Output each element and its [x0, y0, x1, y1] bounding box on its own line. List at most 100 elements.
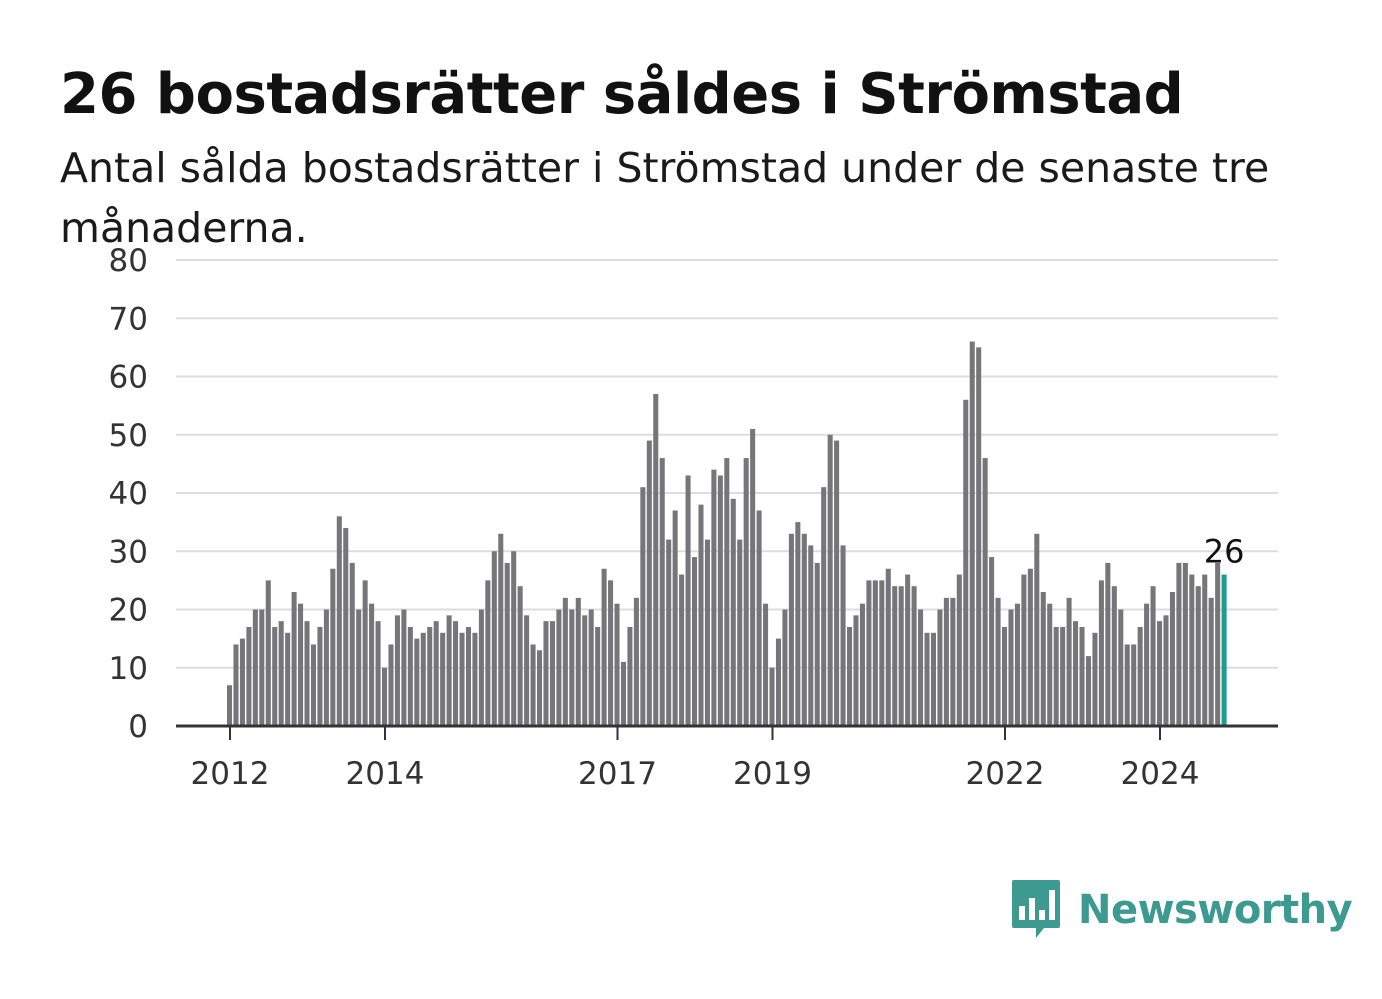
bar [459, 632, 465, 726]
bar [911, 586, 917, 726]
y-tick-label: 0 [128, 709, 148, 745]
bar [407, 626, 413, 726]
bar [330, 568, 336, 726]
x-axis-ticks: 2012 2014 2017 2019 2022 2024 [191, 726, 1200, 792]
bar [239, 638, 245, 727]
bar [414, 638, 420, 727]
bar [866, 580, 872, 727]
bar [1085, 656, 1091, 726]
y-tick-label: 40 [109, 476, 148, 512]
bar [524, 615, 530, 726]
bar [898, 586, 904, 726]
bar [995, 597, 1001, 726]
bar [801, 533, 807, 726]
x-tick-label: 2017 [578, 756, 657, 792]
bar [989, 557, 995, 726]
bar [1014, 603, 1020, 726]
bar [1195, 586, 1201, 726]
bar [969, 341, 975, 726]
bar [530, 644, 536, 726]
bar [943, 597, 949, 726]
bar [233, 644, 239, 726]
y-tick-label: 50 [109, 418, 148, 454]
bar [892, 586, 898, 726]
bar [1053, 626, 1059, 726]
bar [227, 685, 233, 726]
bar [1182, 562, 1188, 726]
bar [511, 551, 517, 726]
bar [401, 609, 407, 726]
bar [1105, 562, 1111, 726]
bar [582, 615, 588, 726]
x-tick-label: 2019 [733, 756, 812, 792]
bar [304, 621, 310, 726]
x-tick-label: 2012 [191, 756, 270, 792]
bar [1202, 574, 1208, 726]
bar [549, 621, 555, 726]
bar [259, 609, 265, 726]
bar [285, 632, 291, 726]
bar [620, 661, 626, 726]
bar [1131, 644, 1137, 726]
x-tick-label: 2022 [966, 756, 1045, 792]
bar [1047, 603, 1053, 726]
bar [646, 440, 652, 726]
bar [1040, 592, 1046, 726]
bar [478, 609, 484, 726]
bar [775, 638, 781, 727]
bar [924, 632, 930, 726]
bar [317, 626, 323, 726]
bar [976, 347, 982, 727]
newsworthy-logo: Newsworthy [1010, 878, 1353, 942]
bar [1208, 597, 1214, 726]
bar [569, 609, 575, 726]
bar [666, 539, 672, 726]
bar [743, 458, 749, 726]
bar [1215, 562, 1221, 726]
x-tick-label: 2014 [346, 756, 425, 792]
x-tick-label: 2024 [1121, 756, 1200, 792]
bar [840, 545, 846, 726]
bar [1169, 592, 1175, 726]
bar [575, 597, 581, 726]
bar [246, 626, 252, 726]
bar [1163, 615, 1169, 726]
bar [1008, 609, 1014, 726]
bar [394, 615, 400, 726]
bar [717, 475, 723, 726]
bar [382, 667, 388, 726]
bar [310, 644, 316, 726]
bar [704, 539, 710, 726]
y-tick-label: 80 [109, 243, 148, 279]
bar [737, 539, 743, 726]
bar [659, 458, 665, 726]
bar [1124, 644, 1130, 726]
bar [982, 458, 988, 726]
bar [879, 580, 885, 727]
bar [1073, 621, 1079, 726]
y-tick-label: 30 [109, 534, 148, 570]
y-tick-label: 10 [109, 651, 148, 687]
bar [1098, 580, 1104, 727]
bar [1066, 597, 1072, 726]
bar [562, 597, 568, 726]
bar-series: 26 [227, 341, 1244, 727]
bar [272, 626, 278, 726]
chart-title: 26 bostadsrätter såldes i Strömstad [60, 62, 1184, 127]
bar [756, 510, 762, 726]
bar [730, 498, 736, 726]
bar [588, 609, 594, 726]
bar [472, 632, 478, 726]
bar [504, 562, 510, 726]
bar [556, 609, 562, 726]
bar [750, 428, 756, 726]
bar [595, 626, 601, 726]
bar [1137, 626, 1143, 726]
bar [859, 603, 865, 726]
bar [724, 458, 730, 726]
bar [905, 574, 911, 726]
bar [278, 621, 284, 726]
bar [614, 603, 620, 726]
bar [950, 597, 956, 726]
